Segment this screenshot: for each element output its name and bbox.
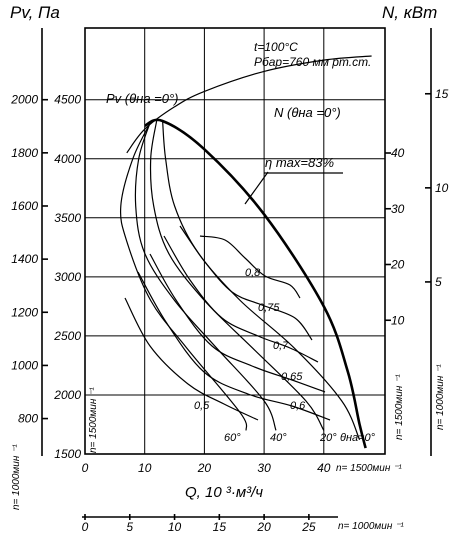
efficiency-contour <box>137 271 331 421</box>
speed-label-1000-left: n= 1000мин ⁻¹ <box>11 444 22 510</box>
x-tick-label-1500: 10 <box>138 461 152 475</box>
blade-angle-label-60: 60° <box>224 432 241 444</box>
x-axis-title: Q, 10 ³·м³/ч <box>185 484 263 501</box>
y-axis-title: Pv, Па <box>10 3 60 22</box>
pv-curve-label: Pv (θна =0°) <box>106 91 179 106</box>
x-tick-label-1000: 10 <box>168 520 182 533</box>
blade-angle-curve <box>149 120 325 431</box>
x-tick-label-1000: 25 <box>301 520 316 533</box>
plot-frame <box>84 27 386 455</box>
y-tick-label-1000: 800 <box>18 412 38 426</box>
x-tick-label-1000: 15 <box>213 520 227 533</box>
x-tick-label-1500: 0 <box>82 461 89 475</box>
efficiency-label-065: 0,65 <box>281 371 303 383</box>
efficiency-label-070: 0,7 <box>273 340 289 352</box>
y-tick-label-1500: 3000 <box>54 270 81 284</box>
y-tick-label-1500: 2000 <box>53 388 81 402</box>
efficiency-contour <box>149 253 326 393</box>
n-tick-label-1000: 5 <box>435 275 442 289</box>
n-tick-label-1000: 10 <box>435 181 449 195</box>
y-tick-label-1500: 4000 <box>54 152 81 166</box>
blade-angle-label-0: θна=0° <box>340 432 376 444</box>
efficiency-contour <box>124 297 259 421</box>
efficiency-contour <box>179 225 313 341</box>
speed-label-1000-bottom: n= 1000мин ⁻¹ <box>338 521 404 532</box>
blade-angle-label-20: 20° <box>319 432 337 444</box>
y-tick-label-1500: 1500 <box>54 447 81 461</box>
x-tick-label-1000: 5 <box>126 520 133 533</box>
n-tick-label-1500: 30 <box>391 202 405 216</box>
n-axis-title: N, кВт <box>382 3 437 22</box>
y-tick-label-1500: 2500 <box>53 329 81 343</box>
blade-angle-label-40: 40° <box>270 432 287 444</box>
eta-max-label: η max=83% <box>265 155 334 170</box>
speed-label-1500-left: n= 1500мин ⁻¹ <box>88 387 99 453</box>
power-curve <box>126 55 372 154</box>
y-tick-label-1000: 1800 <box>11 146 38 160</box>
n-tick-label-1500: 20 <box>390 258 405 272</box>
y-tick-label-1500: 4500 <box>54 93 81 107</box>
pressure-envelope-curve <box>144 118 367 449</box>
x-tick-label-1500: 30 <box>257 461 271 475</box>
efficiency-label-050: 0,5 <box>194 400 210 412</box>
blade-angle-curve <box>119 121 248 431</box>
eta-leader-line <box>244 171 269 205</box>
x-tick-label-1000: 0 <box>82 520 89 533</box>
speed-label-1500-bottom: n= 1500мин ⁻¹ <box>336 463 402 474</box>
x-tick-label-1500: 40 <box>317 461 331 475</box>
x-tick-label-1500: 20 <box>197 461 212 475</box>
n-tick-label-1500: 10 <box>391 313 405 327</box>
condition-pressure: Pбар=760 мм рт.ст. <box>254 55 371 69</box>
blade-angle-curve <box>134 120 277 431</box>
speed-label-1500-right: n= 1500мин ⁻¹ <box>394 374 405 440</box>
y-tick-label-1000: 1000 <box>11 358 38 372</box>
chart-marks: 0 10 20 30 40 0 5 10 15 20 25 1500 2000 2500 3000 3500 4… <box>10 55 449 533</box>
n-tick-label-1000: 15 <box>435 87 449 101</box>
efficiency-label-080: 0,8 <box>245 267 261 279</box>
y-tick-label-1000: 1600 <box>11 199 38 213</box>
efficiency-label-075: 0,75 <box>258 302 280 314</box>
n-curve-label: N (θна =0°) <box>274 105 341 120</box>
n-tick-label-1500: 40 <box>391 146 405 160</box>
grid-lines <box>85 28 385 454</box>
efficiency-contour <box>163 235 319 363</box>
efficiency-label-060: 0,6 <box>290 400 306 412</box>
y-tick-label-1500: 3500 <box>54 211 81 225</box>
efficiency-contour <box>199 235 301 299</box>
y-tick-label-1000: 1200 <box>11 305 38 319</box>
y-tick-label-1000: 2000 <box>10 93 38 107</box>
speed-label-1000-right: n= 1000мин ⁻¹ <box>435 364 446 430</box>
y-tick-label-1000: 1400 <box>11 252 38 266</box>
condition-temperature: t=100°C <box>254 40 298 54</box>
x-tick-label-1000: 20 <box>256 520 271 533</box>
